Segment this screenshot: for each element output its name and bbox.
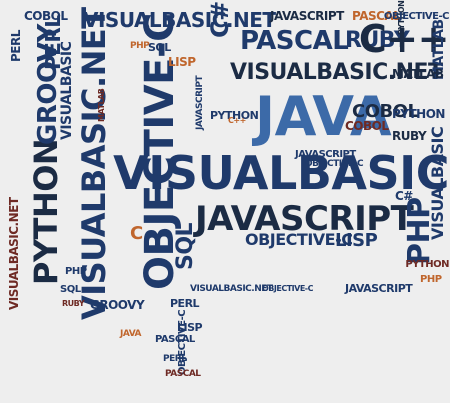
cloud-word: OBJECTIVE-C (177, 309, 188, 375)
cloud-word: JAVASCRIPT (295, 149, 356, 160)
cloud-word: PASCAL (165, 369, 201, 379)
cloud-word: SQL (148, 41, 171, 54)
cloud-word: SQL (173, 222, 198, 270)
cloud-word: VISUALBASIC.NET (190, 284, 273, 294)
cloud-word: LISP (177, 321, 203, 334)
cloud-word: JAVASCRIPT (345, 282, 413, 295)
cloud-word: RUBY (392, 129, 427, 143)
cloud-word: C++ (358, 17, 450, 61)
cloud-word: VISUALBASIC.NET (7, 197, 21, 310)
cloud-word: VISUALBASIC (113, 146, 449, 200)
cloud-word: GROOVY (90, 298, 145, 312)
cloud-word: JAVASCRIPT (270, 9, 344, 23)
cloud-word: PHP (420, 274, 442, 285)
cloud-word: OBJECTIVE-C (383, 11, 450, 22)
cloud-word: RUBY (345, 28, 410, 53)
cloud-word: PASCAL (155, 334, 195, 345)
cloud-word: MATLAB (97, 88, 106, 122)
cloud-word: VISUALBASIC (428, 126, 447, 240)
cloud-word: OBJECTIVE-C (305, 159, 364, 169)
cloud-word: COBOL (24, 9, 68, 23)
cloud-word: LISP (168, 55, 196, 69)
cloud-word: PYTHON (27, 138, 65, 285)
cloud-word: PASCAL (352, 9, 401, 23)
cloud-word: JAVA (255, 85, 392, 148)
cloud-word: C (130, 223, 143, 244)
cloud-word: PYTHON (210, 109, 259, 122)
cloud-word: SQL (60, 284, 81, 295)
cloud-word: COBOL (352, 101, 419, 122)
cloud-word: JAVASCRIPT (195, 75, 205, 130)
cloud-word: JAVASCRIPT (195, 199, 414, 239)
cloud-word: MATLAB (392, 67, 444, 81)
cloud-word: COBOL (345, 119, 389, 133)
cloud-word: OBJECTIVE-C (245, 230, 353, 249)
cloud-word: VISUALBASIC.NET (230, 60, 443, 85)
cloud-word: PHP (130, 41, 150, 51)
cloud-word: RUBY (62, 299, 85, 308)
cloud-word: C# (395, 189, 413, 203)
cloud-word: JAVA (120, 329, 142, 339)
cloud-word: PHP (65, 266, 87, 277)
cloud-word: VISUALBASIC.NET (83, 8, 276, 32)
cloud-word: C++ (228, 116, 246, 125)
cloud-word: VISUALBASIC (59, 41, 75, 140)
cloud-word: PYTHON (405, 259, 449, 270)
cloud-word: PERL (163, 354, 187, 364)
cloud-word: OBJECTIVE-C (262, 284, 314, 293)
cloud-word: PASCAL (240, 26, 349, 56)
cloud-word: PERL (170, 297, 200, 310)
cloud-word: PYTHON (392, 107, 445, 121)
cloud-word: PERL (9, 30, 23, 62)
cloud-word: LISP (335, 230, 378, 251)
